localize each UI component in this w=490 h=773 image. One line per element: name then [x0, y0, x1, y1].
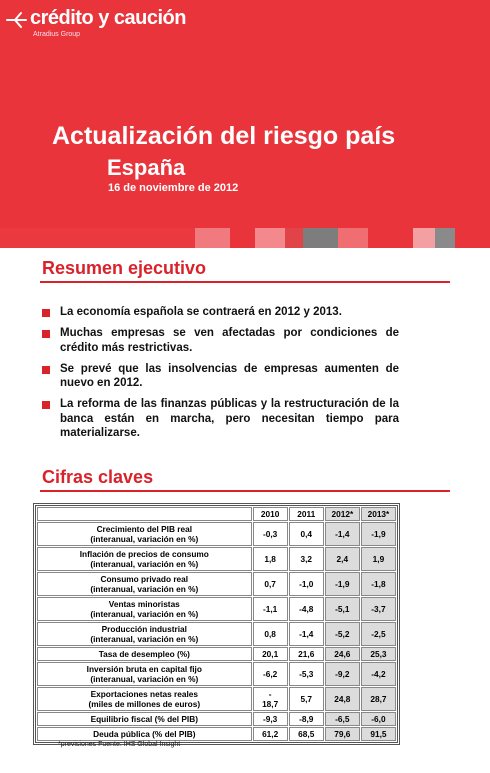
row-label: Tasa de desempleo (%): [37, 647, 252, 661]
bullet-list: La economía española se contraerá en 201…: [42, 305, 399, 447]
cell: -4,2: [360, 662, 396, 686]
stripe: [368, 228, 413, 248]
row-label: Inversión bruta en capital fijo (interan…: [37, 662, 252, 686]
cell: 79,6: [324, 727, 360, 741]
cell: - 18,7: [252, 687, 288, 711]
column-header: 2012*: [324, 507, 360, 521]
bullet: La reforma de las finanzas públicas y la…: [42, 397, 399, 441]
stripe: [230, 228, 255, 248]
cell: 28,7: [360, 687, 396, 711]
cell: -1,1: [252, 597, 288, 621]
subtitle: España: [107, 155, 186, 180]
stripe: [435, 228, 455, 248]
table-row: Exportaciones netas reales (miles de mil…: [37, 687, 396, 711]
row-label: Ventas minoristas (interanual, variación…: [37, 597, 252, 621]
date: 16 de noviembre de 2012: [108, 182, 239, 194]
table-row: Inversión bruta en capital fijo (interan…: [37, 662, 396, 686]
figures-table: 2010 2011 2012* 2013* Crecimiento del PIB re…: [33, 503, 400, 745]
cell: -5,1: [324, 597, 360, 621]
logo-mark: [6, 12, 27, 28]
cell: -1,9: [324, 572, 360, 596]
table-row: Inflación de precios de consumo (interan…: [37, 547, 396, 571]
cell: -3,7: [360, 597, 396, 621]
table-row: Deuda pública (% del PIB) 61,2 68,5 79,6 91,…: [37, 727, 396, 741]
section-heading: Cifras claves: [42, 467, 154, 487]
cell: -9,2: [324, 662, 360, 686]
cell: 24,8: [324, 687, 360, 711]
cell: 0,7: [252, 572, 288, 596]
stripe: [338, 228, 368, 248]
cell: 20,1: [252, 647, 288, 661]
cell: -1,0: [288, 572, 324, 596]
bullet: Muchas empresas se ven afectadas por con…: [42, 326, 399, 355]
rule: [40, 490, 450, 492]
logo: crédito y caución: [30, 7, 187, 29]
cell: -1,9: [360, 522, 396, 546]
row-label: Crecimiento del PIB real (interanual, va…: [37, 522, 252, 546]
cell: 68,5: [288, 727, 324, 741]
bullet: Se prevé que las insolvencias de empresa…: [42, 362, 399, 391]
footnote: *previsiones Fuente: IHS Global Insight: [58, 741, 181, 748]
cell: 25,3: [360, 647, 396, 661]
title: Actualización del riesgo país: [52, 122, 396, 150]
table-row: Ventas minoristas (interanual, variación…: [37, 597, 396, 621]
header-row: 2010 2011 2012* 2013*: [37, 507, 396, 521]
cell: -2,5: [360, 622, 396, 646]
table-row: Producción industrial (interanual, varia…: [37, 622, 396, 646]
cell: 1,9: [360, 547, 396, 571]
row-label: Inflación de precios de consumo (interan…: [37, 547, 252, 571]
cell: -4,8: [288, 597, 324, 621]
column-header: 2011: [288, 507, 324, 521]
stripe: [285, 228, 303, 248]
cell: 61,2: [252, 727, 288, 741]
cell: 3,2: [288, 547, 324, 571]
stripe: [255, 228, 285, 248]
cell: -1,4: [288, 622, 324, 646]
cell: -5,2: [324, 622, 360, 646]
cell: -6,5: [324, 712, 360, 726]
cell: 91,5: [360, 727, 396, 741]
cell: -0,3: [252, 522, 288, 546]
table-row: Tasa de desempleo (%) 20,1 21,6 24,6 25,3: [37, 647, 396, 661]
column-header: 2010: [252, 507, 288, 521]
row-label: Consumo privado real (interanual, variac…: [37, 572, 252, 596]
cell: -9,3: [252, 712, 288, 726]
cell: -6,2: [252, 662, 288, 686]
row-label: Exportaciones netas reales (miles de mil…: [37, 687, 252, 711]
row-label: Equilibrio fiscal (% del PIB): [37, 712, 252, 726]
stripe: [455, 228, 490, 248]
row-label: Deuda pública (% del PIB): [37, 727, 252, 741]
stripe: [195, 228, 230, 248]
column-header: 2013*: [360, 507, 396, 521]
cell: 24,6: [324, 647, 360, 661]
cell: 2,4: [324, 547, 360, 571]
cell: 0,4: [288, 522, 324, 546]
section-heading: Resumen ejecutivo: [42, 258, 207, 278]
cell: 1,8: [252, 547, 288, 571]
table-row: Equilibrio fiscal (% del PIB) -9,3 -8,9 -6,…: [37, 712, 396, 726]
cell: -6,0: [360, 712, 396, 726]
cell: 21,6: [288, 647, 324, 661]
cell: -1,4: [324, 522, 360, 546]
stripe: [303, 228, 338, 248]
logo-sub: Atradius Group: [33, 31, 81, 38]
header-band: [0, 0, 490, 248]
rule: [40, 281, 450, 283]
stripe: [413, 228, 435, 248]
table-row: Consumo privado real (interanual, variac…: [37, 572, 396, 596]
cell: 0,8: [252, 622, 288, 646]
row-label: Producción industrial (interanual, varia…: [37, 622, 252, 646]
bullet: La economía española se contraerá en 201…: [42, 305, 399, 320]
cell: -5,3: [288, 662, 324, 686]
table-row: Crecimiento del PIB real (interanual, va…: [37, 522, 396, 546]
cell: -8,9: [288, 712, 324, 726]
cell: 5,7: [288, 687, 324, 711]
cell: -1,8: [360, 572, 396, 596]
blank-cell: [37, 507, 252, 521]
stripe: [0, 228, 195, 248]
